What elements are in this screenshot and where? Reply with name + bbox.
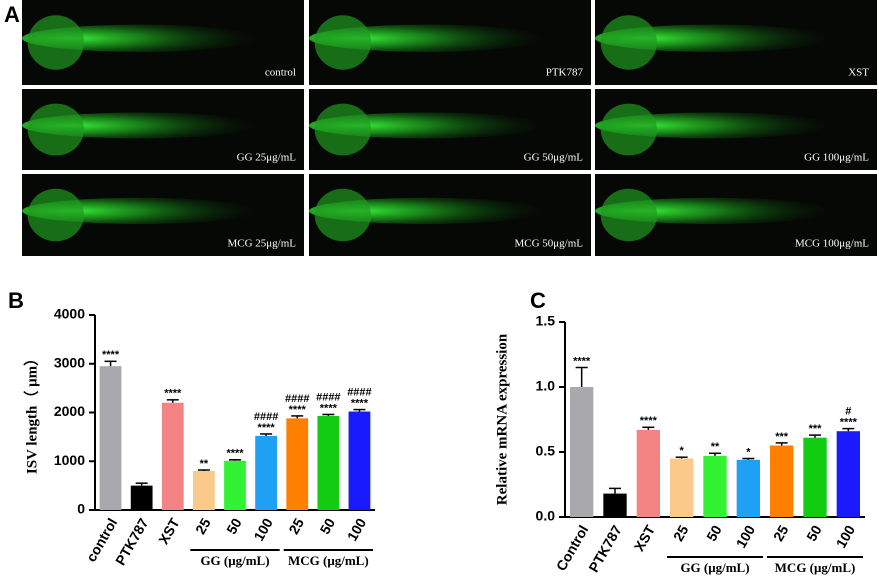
x-tick-label: 100 [250, 515, 276, 543]
y-tick-label: 0.5 [536, 443, 556, 459]
x-tick-label: XST [155, 515, 183, 547]
bar [255, 435, 277, 510]
group-label: GG (μg/mL) [200, 553, 269, 568]
image-caption: MCG 25μg/mL [227, 238, 296, 250]
y-tick-label: 1.0 [536, 378, 556, 394]
x-tick-label: 50 [703, 522, 725, 544]
x-tick-label: 50 [803, 522, 825, 544]
significance-label: *** [775, 431, 789, 443]
fish-head [600, 103, 658, 156]
bar [636, 429, 660, 517]
x-tick-label: 100 [733, 522, 759, 550]
fish-head [314, 103, 372, 156]
bar [348, 411, 371, 510]
fish-head [314, 188, 372, 242]
significance-label: ** [200, 458, 209, 470]
significance-label: **** [226, 448, 244, 460]
x-tick-label: 25 [770, 522, 792, 544]
significance-label: **** [258, 422, 276, 434]
group-label: MCG (μg/mL) [288, 553, 369, 568]
significance-label: * [680, 445, 685, 457]
significance-label: **** [840, 417, 858, 429]
fish-head [27, 188, 85, 242]
bar [193, 471, 215, 510]
fish-head [314, 15, 372, 70]
hash-label: #### [347, 386, 371, 398]
bar [836, 431, 860, 517]
significance-label: ** [711, 441, 720, 453]
image-caption: GG 100μg/mL [804, 152, 869, 164]
x-tick-label: XST [631, 522, 659, 554]
bar [286, 418, 309, 510]
significance-label: **** [640, 415, 658, 427]
fish-head [600, 15, 658, 70]
fish-head [27, 15, 85, 70]
panel-label: A [4, 2, 20, 27]
y-tick-label: 1.5 [536, 313, 556, 329]
panel-label: C [530, 288, 546, 313]
group-label: GG (μg/mL) [680, 560, 749, 575]
x-tick-label: 25 [670, 522, 692, 544]
bar [130, 485, 153, 510]
significance-label: **** [320, 402, 338, 414]
x-tick-label: 100 [344, 515, 370, 543]
image-caption: control [265, 67, 296, 79]
bar [99, 366, 122, 510]
bar [736, 459, 760, 517]
bar [570, 387, 594, 517]
y-tick-label: 0 [77, 501, 85, 517]
bar [670, 458, 694, 517]
significance-label: **** [573, 355, 591, 367]
significance-label: **** [102, 349, 120, 361]
panel-label: B [8, 288, 24, 313]
y-tick-label: 4000 [54, 306, 85, 322]
x-tick-label: 100 [833, 522, 859, 550]
image-caption: XST [848, 67, 869, 79]
y-tick-label: 2000 [54, 403, 85, 419]
hash-label: # [845, 406, 851, 418]
bar [603, 493, 627, 517]
bar [161, 402, 184, 510]
y-axis-label: Relative mRNA expression [494, 333, 510, 505]
bar [317, 415, 340, 510]
fish-head [27, 103, 85, 156]
fish-head [600, 188, 658, 242]
bar [224, 460, 246, 510]
image-caption: GG 50μg/mL [524, 152, 584, 164]
y-tick-label: 3000 [54, 354, 85, 370]
significance-label: **** [164, 388, 182, 400]
group-label: MCG (μg/mL) [775, 560, 856, 575]
x-tick-label: 50 [316, 515, 338, 537]
x-tick-label: 50 [223, 515, 245, 537]
x-tick-label: 25 [285, 515, 307, 537]
bar [770, 445, 794, 517]
image-caption: MCG 100μg/mL [795, 238, 869, 250]
significance-label: **** [289, 404, 307, 416]
image-caption: PTK787 [546, 67, 584, 79]
bar [703, 455, 727, 517]
significance-label: * [746, 446, 751, 458]
y-axis-label: ISV length（ μm） [22, 351, 40, 474]
x-tick-label: 25 [192, 515, 214, 537]
image-caption: MCG 50μg/mL [514, 238, 583, 250]
image-caption: GG 25μg/mL [237, 152, 297, 164]
y-tick-label: 1000 [54, 452, 85, 468]
hash-label: #### [285, 393, 309, 405]
hash-label: #### [254, 411, 278, 423]
bar [803, 437, 827, 517]
x-tick-label: PTK787 [585, 522, 625, 575]
significance-label: **** [351, 397, 369, 409]
significance-label: *** [809, 423, 823, 435]
y-tick-label: 0.0 [536, 508, 556, 524]
hash-label: #### [316, 391, 340, 403]
